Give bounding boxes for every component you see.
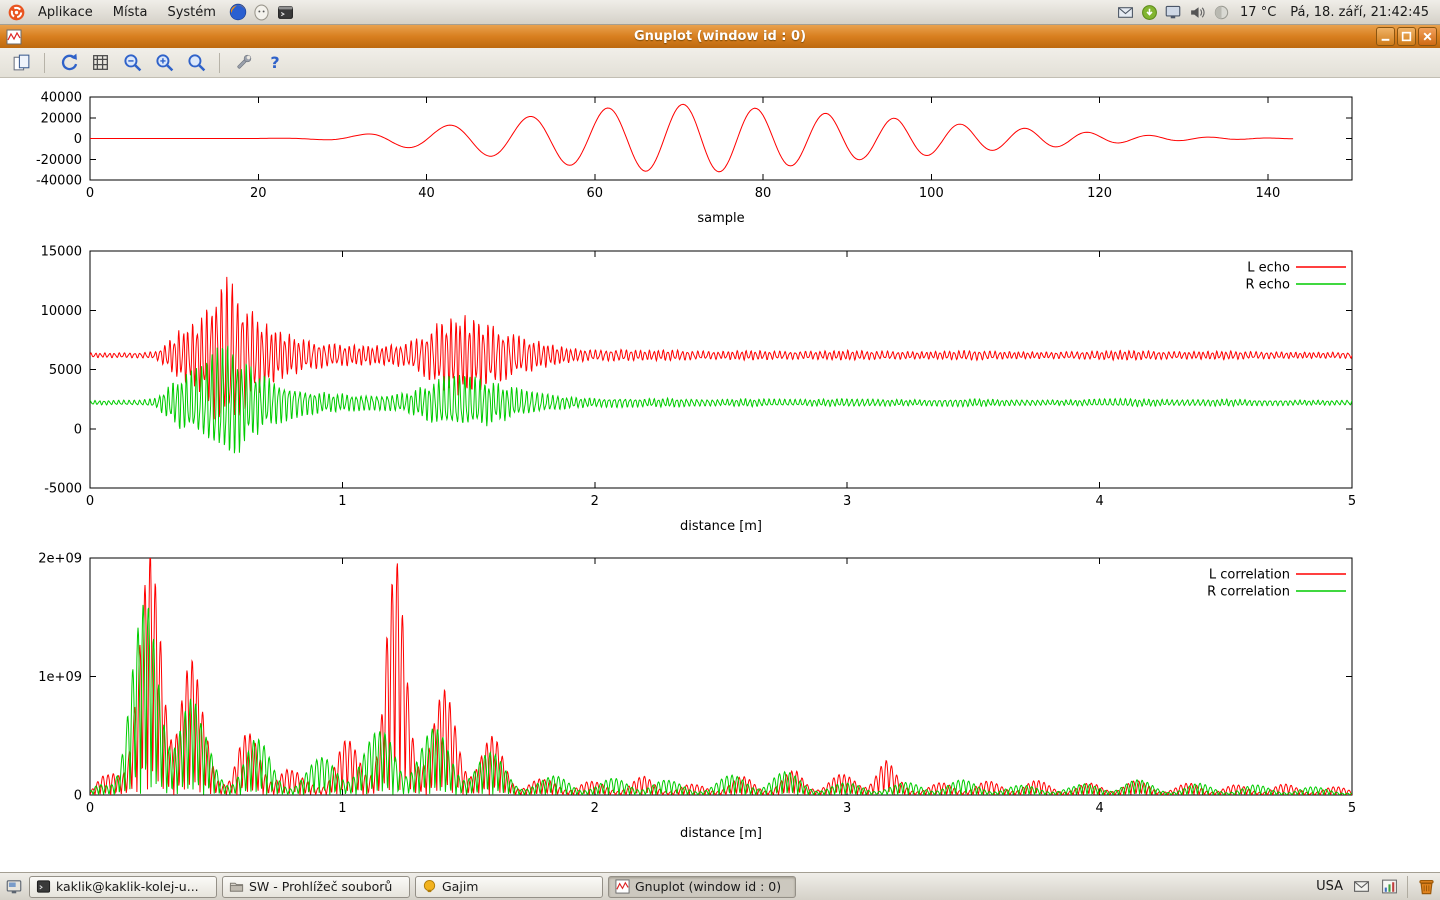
clock[interactable]: Pá, 18. září, 21:42:45 <box>1290 4 1429 20</box>
show-desktop-button[interactable] <box>4 877 24 897</box>
gnuplot-window-icon <box>4 27 24 47</box>
svg-text:40: 40 <box>418 186 435 201</box>
task-button-gnuplot[interactable]: Gnuplot (window id : 0) <box>608 875 796 898</box>
autoscale-button[interactable] <box>183 51 209 75</box>
svg-text:0: 0 <box>74 789 82 804</box>
task-button-gajim[interactable]: Gajim <box>415 875 603 898</box>
svg-text:-20000: -20000 <box>36 153 82 168</box>
svg-text:L correlation: L correlation <box>1209 568 1290 583</box>
weather-icon[interactable] <box>1211 2 1231 22</box>
toolbar-separator <box>219 52 220 73</box>
svg-text:20: 20 <box>250 186 267 201</box>
terminal-launcher-icon[interactable] <box>276 2 296 22</box>
gnome-bottom-panel: kaklik@kaklik-kolej-u... SW - Prohlížeč … <box>0 872 1440 900</box>
svg-text:40000: 40000 <box>41 91 82 106</box>
help-button[interactable]: ? <box>270 53 280 72</box>
task-button-file-browser[interactable]: SW - Prohlížeč souborů <box>222 875 410 898</box>
svg-text:0: 0 <box>74 132 82 147</box>
svg-text:0: 0 <box>86 186 94 201</box>
svg-text:1: 1 <box>338 801 346 816</box>
firefox-launcher-icon[interactable] <box>228 2 248 22</box>
gnuplot-toolbar: ? <box>0 48 1440 78</box>
svg-text:4: 4 <box>1095 801 1103 816</box>
svg-text:sample: sample <box>697 211 744 226</box>
volume-icon[interactable] <box>1187 2 1207 22</box>
svg-text:2: 2 <box>591 494 599 509</box>
svg-text:0: 0 <box>86 494 94 509</box>
svg-text:15000: 15000 <box>41 245 82 260</box>
help-launcher-icon[interactable] <box>252 2 272 22</box>
window-title: Gnuplot (window id : 0) <box>633 29 807 44</box>
svg-text:5: 5 <box>1348 801 1356 816</box>
file-manager-icon <box>229 882 244 892</box>
taskbar-separator <box>1407 875 1408 898</box>
svg-text:L echo: L echo <box>1247 261 1290 276</box>
configure-button[interactable] <box>230 51 256 75</box>
menu-applications[interactable]: Aplikace <box>38 4 93 20</box>
svg-text:100: 100 <box>919 186 944 201</box>
svg-text:1e+09: 1e+09 <box>38 670 82 685</box>
svg-text:2e+09: 2e+09 <box>38 552 82 567</box>
trash-icon[interactable] <box>1416 877 1436 897</box>
mail-applet-icon[interactable] <box>1351 877 1371 897</box>
svg-text:0: 0 <box>74 422 82 437</box>
system-monitor-applet-icon[interactable] <box>1379 877 1399 897</box>
svg-text:distance [m]: distance [m] <box>680 519 762 534</box>
zoom-previous-button[interactable] <box>119 51 145 75</box>
toolbar-separator <box>44 52 45 73</box>
svg-text:R echo: R echo <box>1245 278 1290 293</box>
task-label: Gnuplot (window id : 0) <box>635 879 782 894</box>
maximize-button[interactable] <box>1397 27 1416 46</box>
keyboard-layout-indicator[interactable]: USA <box>1316 879 1343 894</box>
svg-text:5000: 5000 <box>49 363 82 378</box>
svg-text:-5000: -5000 <box>44 482 82 497</box>
zoom-next-button[interactable] <box>151 51 177 75</box>
panel-right-group: 17 °C Pá, 18. září, 21:42:45 <box>1115 0 1434 24</box>
window-buttons <box>1376 27 1437 46</box>
grid-button[interactable] <box>87 51 113 75</box>
svg-text:R correlation: R correlation <box>1207 585 1290 600</box>
svg-text:140: 140 <box>1255 186 1280 201</box>
svg-text:2: 2 <box>591 801 599 816</box>
svg-text:120: 120 <box>1087 186 1112 201</box>
svg-text:60: 60 <box>587 186 604 201</box>
replot-button[interactable] <box>55 51 81 75</box>
panel-left-group: Aplikace Místa Systém <box>6 0 296 24</box>
svg-text:20000: 20000 <box>41 111 82 126</box>
menu-places[interactable]: Místa <box>112 4 148 20</box>
window-titlebar[interactable]: Gnuplot (window id : 0) <box>0 25 1440 48</box>
task-label: SW - Prohlížeč souborů <box>249 879 393 894</box>
copy-button[interactable] <box>8 51 34 75</box>
gnuplot-canvas[interactable]: 0 20 40 60 80 100 120 140 40000 20000 0 -20000 -4000… <box>0 78 1440 872</box>
gnome-top-panel: Aplikace Místa Systém <box>0 0 1440 25</box>
mail-notification-icon[interactable] <box>1115 2 1135 22</box>
taskbar-right-group: USA <box>1316 875 1436 898</box>
svg-text:1: 1 <box>338 494 346 509</box>
svg-text:distance [m]: distance [m] <box>680 826 762 841</box>
svg-text:80: 80 <box>755 186 772 201</box>
software-update-icon[interactable] <box>1139 2 1159 22</box>
svg-text:-40000: -40000 <box>36 174 82 189</box>
network-monitor-icon[interactable] <box>1163 2 1183 22</box>
charts-svg: 0 20 40 60 80 100 120 14040000200000-20000-4000… <box>36 91 1356 842</box>
minimize-button[interactable] <box>1376 27 1395 46</box>
svg-text:4: 4 <box>1095 494 1103 509</box>
gnuplot-icon <box>615 879 630 894</box>
weather-temperature[interactable]: 17 °C <box>1240 4 1277 20</box>
gnuplot-window: Gnuplot (window id : 0) <box>0 25 1440 872</box>
gajim-icon <box>423 879 436 893</box>
task-label: Gajim <box>442 879 479 894</box>
close-button[interactable] <box>1418 27 1437 46</box>
svg-text:0: 0 <box>86 801 94 816</box>
task-button-terminal[interactable]: kaklik@kaklik-kolej-u... <box>29 875 217 898</box>
svg-text:3: 3 <box>843 494 851 509</box>
task-label: kaklik@kaklik-kolej-u... <box>56 879 199 894</box>
terminal-icon <box>36 880 51 893</box>
svg-text:5: 5 <box>1348 494 1356 509</box>
svg-text:10000: 10000 <box>41 304 82 319</box>
ubuntu-logo <box>8 4 24 20</box>
menu-system[interactable]: Systém <box>167 4 216 20</box>
svg-text:3: 3 <box>843 801 851 816</box>
ubuntu-logo-icon[interactable] <box>6 2 26 22</box>
